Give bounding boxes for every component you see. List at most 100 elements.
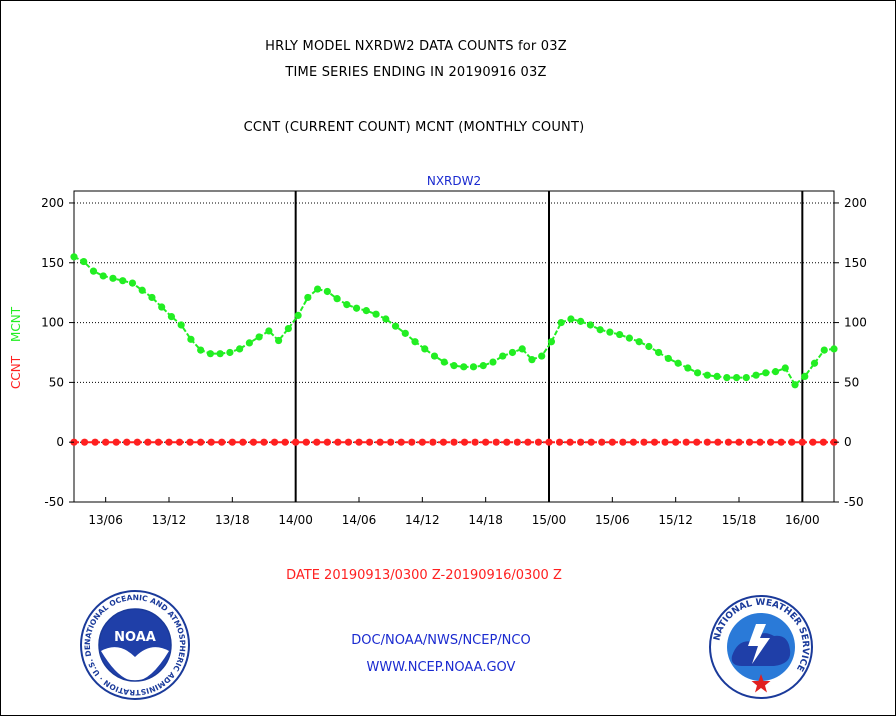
- mcnt-point: [655, 348, 663, 357]
- mcnt-point: [245, 339, 253, 347]
- mcnt-point: [284, 324, 292, 333]
- ccnt-point: [756, 438, 764, 446]
- mcnt-point: [99, 272, 107, 280]
- mcnt-point: [294, 311, 302, 319]
- star-icon: [751, 674, 771, 693]
- series-ccnt: [70, 438, 838, 446]
- ccnt-point: [281, 438, 289, 446]
- mcnt-point: [645, 342, 653, 351]
- plot-frame: [73, 190, 835, 503]
- gull-icon: [101, 647, 169, 681]
- website-link[interactable]: WWW.NCEP.NOAA.GOV: [366, 660, 516, 675]
- ccnt-point: [186, 438, 194, 446]
- x-tick-label: 14/00: [278, 513, 313, 527]
- mcnt-point: [596, 326, 604, 334]
- y-tick-label-left: 0: [56, 435, 64, 449]
- mcnt-point: [70, 253, 78, 261]
- mcnt-point: [187, 335, 195, 343]
- mcnt-point: [508, 348, 517, 357]
- ccnt-point: [418, 438, 426, 446]
- y-tick-label-right: 0: [844, 435, 852, 449]
- ccnt-point: [513, 438, 521, 446]
- noaa-logo-text: NOAA: [114, 630, 156, 645]
- y-tick-label-left: 50: [49, 375, 64, 389]
- plot-border: [73, 190, 835, 503]
- ccnt-point: [788, 438, 796, 446]
- ccnt-point: [408, 438, 416, 446]
- mcnt-point: [372, 310, 380, 318]
- y-tick-label-right: 150: [844, 256, 867, 270]
- mcnt-point: [538, 352, 546, 360]
- ccnt-point: [197, 438, 205, 446]
- grid-layer: [74, 202, 834, 443]
- x-tick-label: 13/12: [152, 513, 187, 527]
- mcnt-point: [713, 372, 721, 381]
- ccnt-point: [218, 438, 226, 446]
- mcnt-point: [450, 362, 458, 370]
- mcnt-point: [635, 338, 643, 346]
- mcnt-point: [625, 334, 633, 342]
- ccnt-point: [397, 438, 405, 446]
- y-tick-label-right: 100: [844, 316, 867, 330]
- y-tick-label-right: -50: [844, 495, 864, 509]
- mcnt-point: [518, 345, 526, 353]
- chart-title-line2: TIME SERIES ENDING IN 20190916 03Z: [285, 65, 547, 80]
- x-tick-label: 13/06: [88, 513, 123, 527]
- mcnt-point: [236, 345, 244, 353]
- ccnt-point: [344, 438, 353, 446]
- mcnt-point: [664, 354, 672, 363]
- ccnt-point: [767, 438, 775, 446]
- ccnt-point: [619, 438, 627, 446]
- ccnt-point: [80, 438, 89, 446]
- ccnt-point: [313, 438, 321, 446]
- org-path-link[interactable]: DOC/NOAA/NWS/NCEP/NCO: [351, 633, 531, 648]
- mcnt-point: [255, 333, 263, 341]
- ccnt-point: [555, 438, 564, 446]
- ccnt-point: [745, 438, 754, 446]
- ccnt-point: [661, 438, 669, 446]
- mcnt-point: [674, 359, 682, 367]
- mcnt-point: [275, 336, 283, 345]
- mcnt-point: [128, 279, 137, 287]
- x-tick-label: 14/06: [342, 513, 377, 527]
- ccnt-point: [165, 438, 173, 446]
- mcnt-point: [606, 328, 614, 336]
- ccnt-point: [207, 438, 215, 446]
- mcnt-point: [810, 359, 819, 367]
- mcnt-point: [693, 369, 702, 377]
- ccnt-point: [534, 438, 543, 446]
- ccnt-point: [492, 438, 500, 446]
- mcnt-point: [557, 318, 565, 327]
- series-mcnt: [70, 253, 838, 389]
- mcnt-point: [158, 303, 166, 311]
- mcnt-point: [586, 321, 595, 329]
- mcnt-point: [226, 348, 234, 357]
- ccnt-point: [798, 438, 806, 446]
- ccnt-point: [640, 438, 648, 446]
- x-tick-label: 16/00: [785, 513, 820, 527]
- ccnt-point: [460, 438, 469, 446]
- ccnt-point: [249, 438, 258, 446]
- mcnt-point: [577, 317, 585, 325]
- mcnt-point: [771, 368, 780, 376]
- mcnt-point: [177, 321, 185, 329]
- ccnt-point: [777, 438, 785, 446]
- ccnt-point: [682, 438, 690, 446]
- mcnt-point: [382, 315, 390, 323]
- y-tick-label-left: 150: [41, 256, 64, 270]
- mcnt-point: [547, 338, 556, 346]
- ccnt-point: [608, 438, 616, 446]
- ccnt-point: [450, 438, 458, 446]
- ccnt-point: [123, 438, 131, 446]
- mcnt-point: [469, 363, 478, 371]
- ccnt-point: [144, 438, 152, 446]
- y-tick-label-left: -50: [44, 495, 64, 509]
- ccnt-point: [429, 438, 437, 446]
- y-axis-label-ccnt: CCNT: [9, 355, 23, 389]
- mcnt-point: [206, 350, 215, 358]
- mcnt-point: [333, 295, 341, 303]
- mcnt-point: [820, 346, 828, 354]
- mcnt-point: [440, 358, 448, 366]
- ccnt-point: [302, 438, 310, 446]
